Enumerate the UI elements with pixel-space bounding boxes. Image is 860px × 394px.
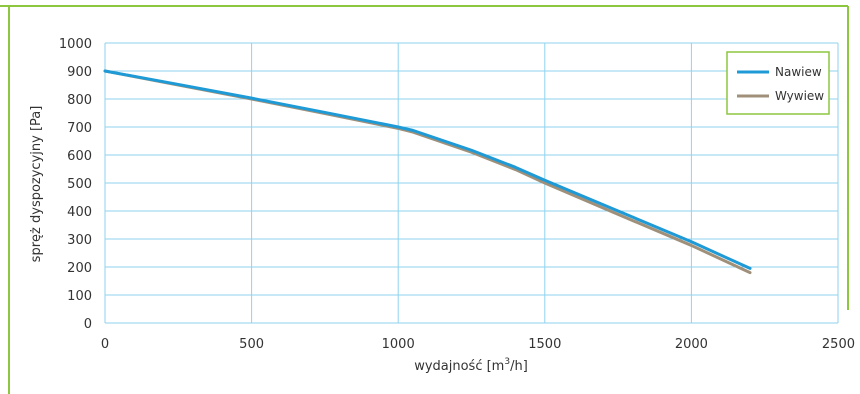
x-tick-label: 2500 (822, 337, 855, 352)
x-tick-labels: 0 500 1000 1500 2000 2500 (101, 337, 855, 352)
y-tick-label: 0 (84, 317, 92, 332)
series-line-nawiew (103, 69, 752, 270)
x-tick-label: 0 (101, 337, 109, 352)
y-tick-label: 300 (67, 233, 92, 248)
x-tick-label: 500 (239, 337, 264, 352)
y-tick-label: 100 (67, 289, 92, 304)
x-tick-label: 2000 (675, 337, 708, 352)
legend-label-nawiew: Nawiew (775, 65, 822, 79)
series-lines (103, 69, 752, 275)
y-axis-label: spręż dyspozycyjny [Pa] (29, 106, 44, 263)
y-tick-label: 600 (67, 149, 92, 164)
y-tick-label: 700 (67, 121, 92, 136)
x-axis-label-superscript: 3 (504, 357, 510, 367)
y-tick-label: 900 (67, 65, 92, 80)
y-tick-label: 1000 (59, 37, 92, 52)
x-tick-label: 1500 (528, 337, 561, 352)
x-axis-label-end: /h] (510, 359, 528, 374)
x-axis-label: wydajność [m3/h] (414, 357, 528, 374)
x-tick-label: 1000 (382, 337, 415, 352)
y-tick-label: 500 (67, 177, 92, 192)
series-line-wywiew (103, 69, 752, 275)
y-tick-label: 200 (67, 261, 92, 276)
y-tick-labels: 0 100 200 300 400 500 600 700 800 900 1000 (59, 37, 92, 332)
y-tick-label: 400 (67, 205, 92, 220)
x-axis-label-main: wydajność [m (414, 359, 504, 374)
legend-box (726, 51, 830, 115)
legend: Nawiew Wywiew (726, 51, 830, 115)
y-tick-label: 800 (67, 93, 92, 108)
legend-label-wywiew: Wywiew (775, 89, 824, 103)
